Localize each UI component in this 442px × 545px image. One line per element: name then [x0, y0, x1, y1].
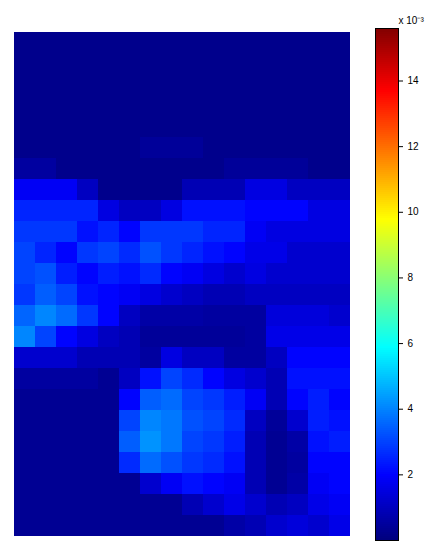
svg-text:4: 4	[408, 403, 414, 414]
svg-text:2: 2	[408, 469, 414, 480]
svg-text:12: 12	[408, 141, 420, 152]
svg-text:10: 10	[408, 206, 420, 217]
svg-text:8: 8	[408, 272, 414, 283]
svg-text:14: 14	[408, 75, 420, 86]
svg-text:x 10⁻³: x 10⁻³	[399, 15, 425, 26]
svg-text:6: 6	[408, 338, 414, 349]
